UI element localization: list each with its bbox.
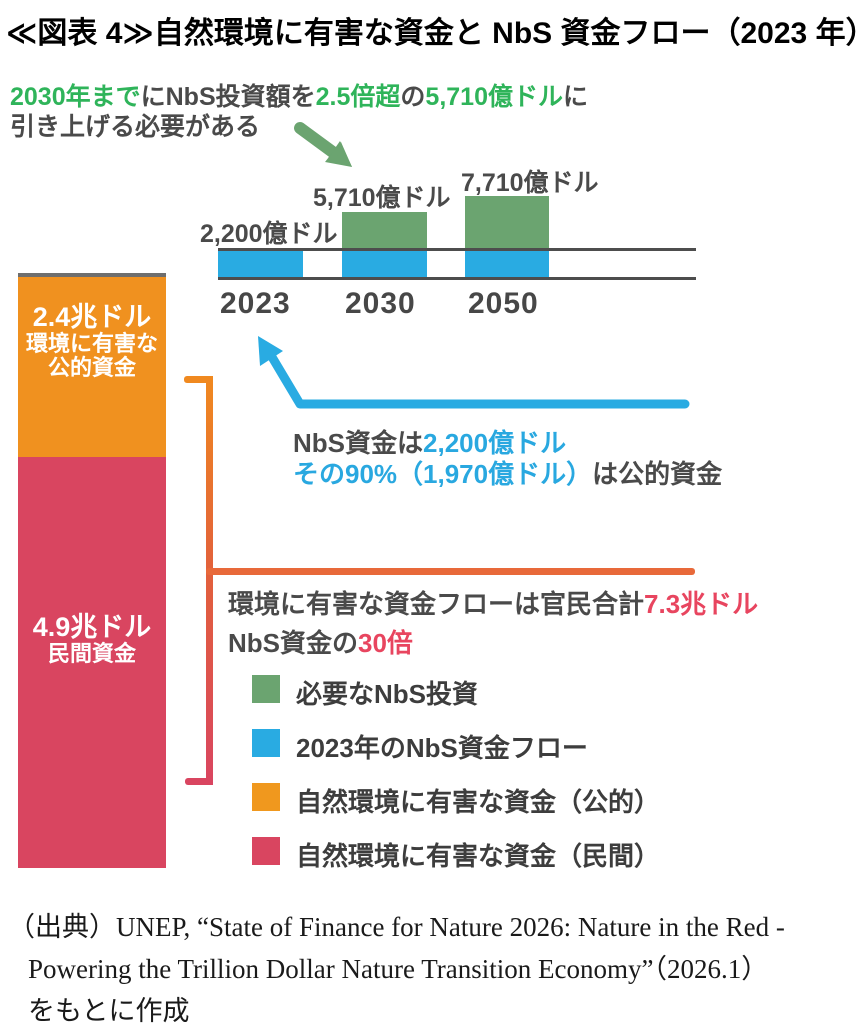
harmful-public-label-2: 公的資金 — [47, 355, 136, 380]
green-arrow — [294, 122, 352, 167]
harmful-private-value: 4.9兆ドル — [32, 612, 152, 642]
legend-label: 2023年のNbS資金フロー — [296, 733, 588, 763]
source-line2: Powering the Trillion Dollar Nature Tran… — [28, 954, 769, 984]
red-note-line2: NbS資金の30倍 — [228, 628, 413, 658]
red-note-seg: 30倍 — [358, 628, 413, 658]
crimson-swatch-icon — [252, 837, 280, 865]
mini-chart-baseline — [218, 248, 696, 251]
blue-note-seg: 2,200億ドル — [423, 428, 567, 458]
red-note-seg: 環境に有害な資金フローは官民合計 — [228, 589, 645, 619]
top-note-seg: にNbS投資額を — [140, 83, 316, 111]
bracket-top-tick — [184, 376, 213, 383]
green-swatch-icon — [252, 675, 280, 703]
mini-chart-bottom-line — [218, 277, 696, 280]
blue-note-seg: は公的資金 — [592, 459, 723, 489]
nbs-flow-bar-2030 — [342, 251, 427, 277]
top-note-seg: の — [400, 83, 426, 111]
harmful-private-label: 民間資金 — [47, 641, 136, 666]
harmful-public-label-1: 環境に有害な — [25, 331, 158, 356]
top-note-seg: 5,710億ドル — [425, 83, 563, 111]
blue-swatch-icon — [252, 729, 280, 757]
nbs-needed-bar-2050 — [465, 196, 549, 248]
harmful-public-segment: 2.4兆ドル 環境に有害な 公的資金 — [18, 277, 166, 457]
blue-note-seg: NbS資金は — [293, 428, 424, 458]
x-tick-2023: 2023 — [220, 287, 291, 320]
bracket-branch-line — [206, 568, 695, 575]
orange-swatch-icon — [252, 783, 280, 811]
blue-arrow — [258, 336, 690, 409]
harmful-private-segment: 4.9兆ドル 民間資金 — [18, 457, 166, 868]
nbs-flow-bar-2023 — [218, 251, 303, 277]
x-tick-2030: 2030 — [345, 287, 416, 320]
blue-note-seg: その90%（1,970億ドル） — [293, 459, 593, 489]
harmful-public-value: 2.4兆ドル — [32, 302, 152, 332]
top-note-seg: 2.5倍超 — [315, 83, 401, 111]
red-note-line1: 環境に有害な資金フローは官民合計7.3兆ドル — [228, 589, 758, 619]
bracket-bottom-tick — [185, 778, 213, 785]
figure-title: ≪図表 4≫自然環境に有害な資金と NbS 資金フロー（2023 年） — [6, 17, 866, 50]
legend-label: 自然環境に有害な資金（民間） — [296, 841, 661, 871]
legend-label: 必要なNbS投資 — [296, 679, 479, 709]
source-line1: （出典）UNEP, “State of Finance for Nature 2… — [8, 912, 785, 942]
top-note-seg: に — [562, 83, 588, 111]
blue-note-line1: NbS資金は2,200億ドル — [293, 428, 566, 458]
top-note-line2: 引き上げる必要がある — [10, 113, 261, 141]
bar-value-label-2050: 7,710億ドル — [461, 169, 599, 197]
red-note-seg: 7.3兆ドル — [644, 589, 759, 619]
top-note-line1: 2030年までにNbS投資額を2.5倍超の5,710億ドルに — [10, 82, 588, 112]
nbs-flow-bar-2050 — [465, 251, 549, 277]
top-note-seg: 2030年まで — [10, 83, 141, 111]
bracket-upper-vertical — [206, 376, 213, 575]
legend-label: 自然環境に有害な資金（公的） — [296, 787, 661, 817]
bar-value-label-2023: 2,200億ドル — [200, 220, 338, 248]
blue-note-line2: その90%（1,970億ドル）は公的資金 — [293, 459, 722, 489]
x-tick-2050: 2050 — [468, 287, 539, 320]
red-note-seg: NbS資金の — [228, 628, 359, 658]
nbs-needed-bar-2030 — [342, 212, 427, 248]
source-line3: をもとに作成 — [28, 996, 190, 1024]
bracket-lower-vertical — [206, 575, 213, 785]
bar-value-label-2030: 5,710億ドル — [313, 184, 451, 212]
stacked-bar-top-edge — [18, 273, 166, 277]
